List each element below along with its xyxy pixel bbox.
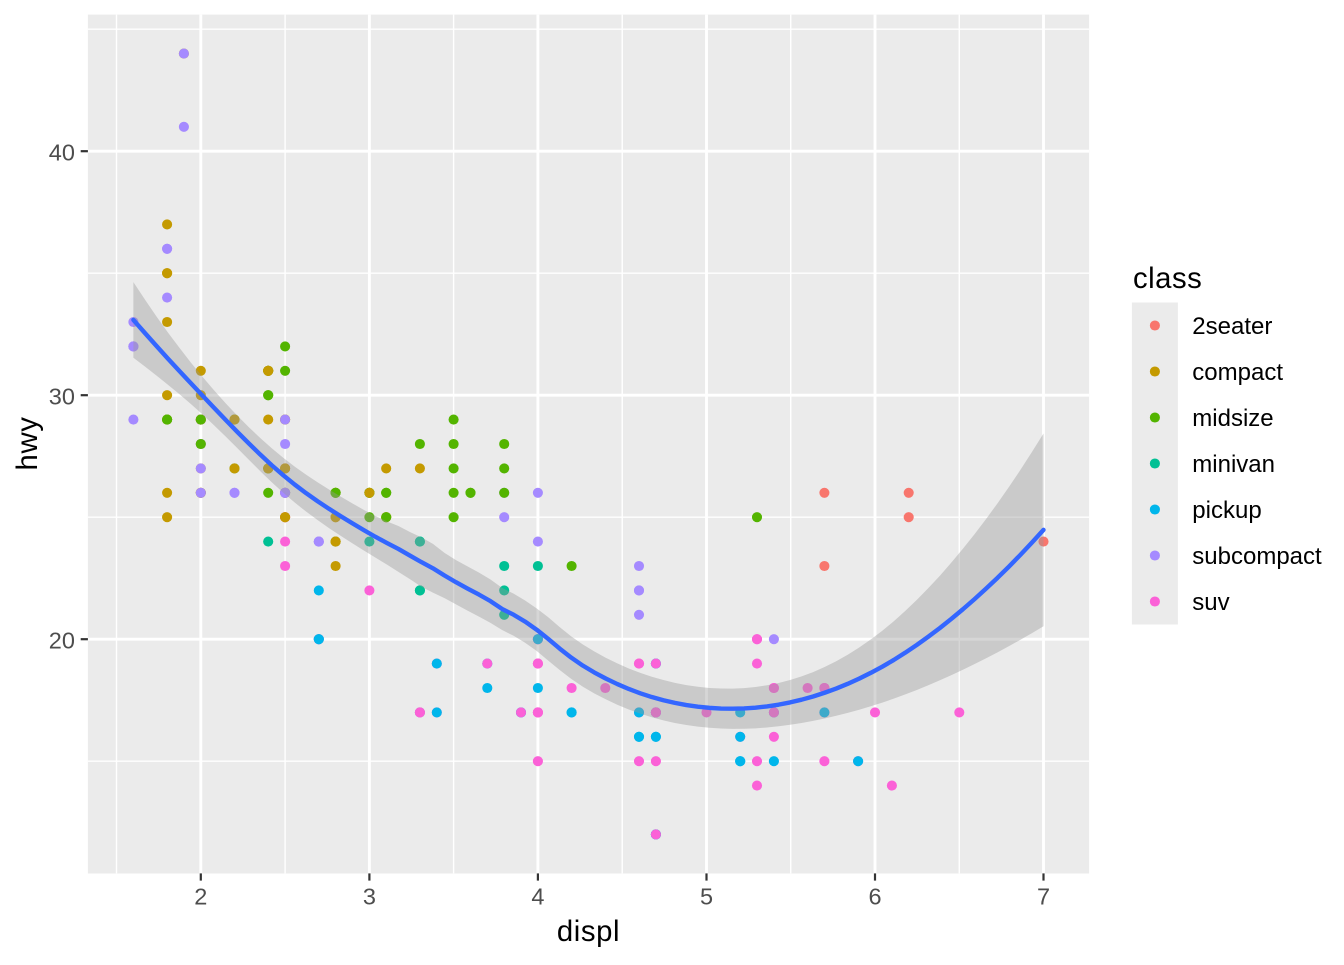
svg-text:minivan: minivan [1192, 451, 1275, 478]
svg-text:suv: suv [1192, 589, 1229, 616]
svg-text:2: 2 [194, 884, 207, 910]
svg-text:30: 30 [49, 384, 75, 410]
svg-text:40: 40 [49, 140, 75, 166]
svg-text:5: 5 [700, 884, 713, 910]
svg-text:hwy: hwy [11, 417, 44, 471]
svg-text:pickup: pickup [1192, 497, 1261, 524]
svg-text:7: 7 [1037, 884, 1050, 910]
svg-text:3: 3 [363, 884, 376, 910]
svg-text:compact: compact [1192, 359, 1283, 386]
svg-text:2seater: 2seater [1192, 313, 1272, 340]
svg-text:6: 6 [868, 884, 881, 910]
svg-text:displ: displ [557, 915, 620, 948]
svg-text:midsize: midsize [1192, 405, 1273, 432]
svg-text:subcompact: subcompact [1192, 543, 1322, 570]
svg-text:4: 4 [531, 884, 544, 910]
svg-text:class: class [1133, 262, 1202, 295]
svg-text:20: 20 [49, 628, 75, 654]
